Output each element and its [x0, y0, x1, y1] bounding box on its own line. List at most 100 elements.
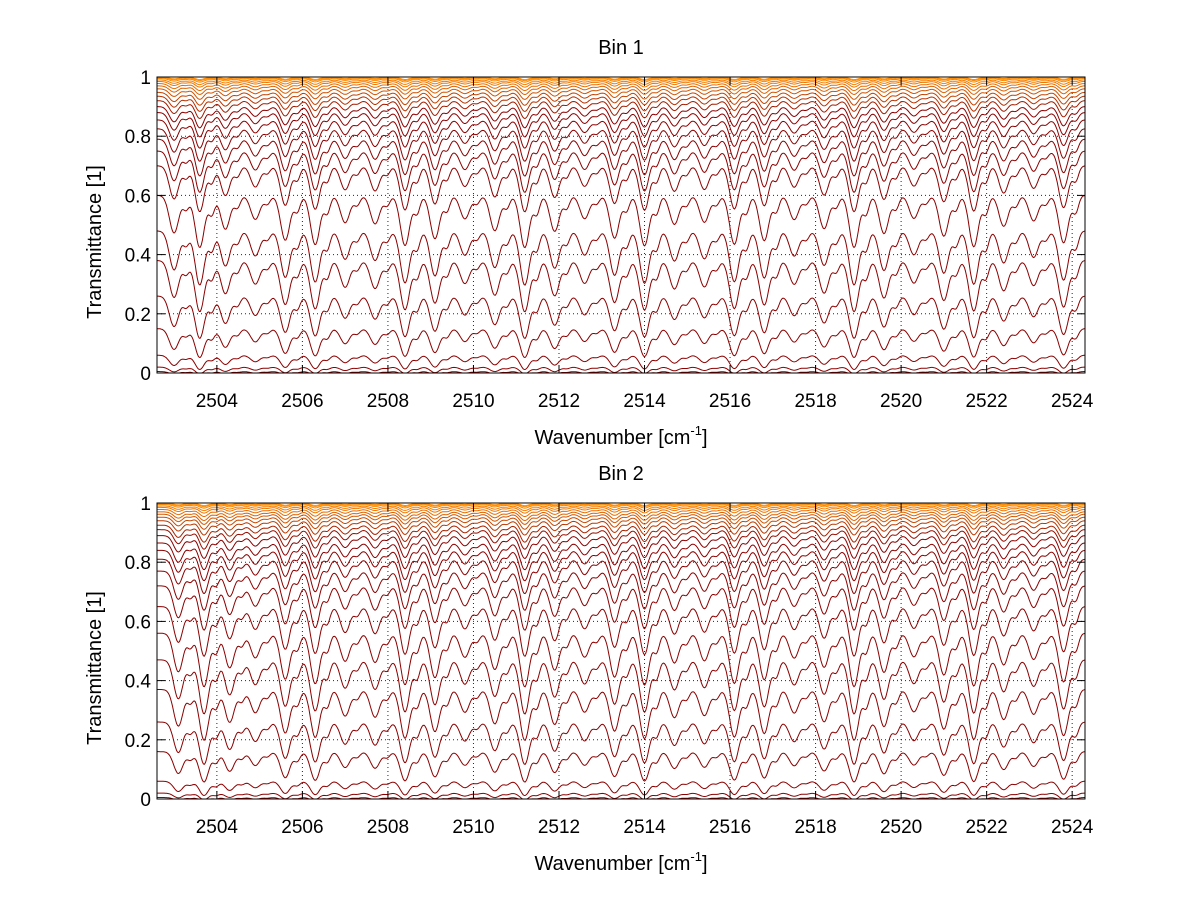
transmittance-curve: [157, 88, 1085, 100]
transmittance-curve: [157, 85, 1085, 96]
transmittance-curve: [157, 100, 1086, 120]
y-axis-label: Transmittance [1]: [84, 591, 106, 745]
x-tick-label: 2506: [281, 817, 323, 838]
series-group: [156, 76, 1086, 374]
transmittance-curve: [157, 260, 1086, 313]
y-axis-label: Transmittance [1]: [84, 165, 106, 319]
chart-title: Bin 2: [598, 463, 644, 485]
transmittance-curve: [156, 80, 1085, 88]
x-tick-label: 2504: [196, 817, 239, 838]
transmittance-curve: [157, 509, 1086, 518]
transmittance-curve: [157, 780, 1085, 797]
y-tick-label: 0.6: [125, 186, 151, 207]
transmittance-curve: [157, 535, 1086, 559]
y-tick-label: 0: [140, 364, 151, 385]
x-tick-label: 2522: [965, 391, 1007, 412]
y-tick-label: 0.2: [125, 731, 151, 752]
transmittance-curve: [156, 119, 1086, 149]
transmittance-curve: [157, 542, 1086, 571]
x-tick-label: 2516: [709, 817, 751, 838]
transmittance-curve: [157, 79, 1085, 86]
transmittance-curve: [156, 150, 1086, 193]
transmittance-curve: [157, 606, 1086, 657]
x-tick-labels: 2504 2506 2508 2510 2512 2514 2516 2518 2520 2522…: [196, 77, 1094, 412]
transmittance-curve: [157, 524, 1086, 543]
y-tick-label: 0.8: [125, 553, 151, 574]
x-tick-label: 2510: [452, 817, 494, 838]
x-tick-label: 2514: [623, 391, 666, 412]
transmittance-curve: [157, 366, 1085, 374]
transmittance-curve: [157, 295, 1086, 340]
transmittance-curve: [157, 516, 1086, 530]
x-tick-label: 2506: [281, 391, 323, 412]
x-tick-label: 2524: [1051, 391, 1094, 412]
transmittance-curve: [157, 792, 1085, 800]
x-tick-label: 2508: [367, 391, 409, 412]
transmittance-curve: [157, 78, 1085, 83]
transmittance-curve: [157, 83, 1086, 92]
y-tick-label: 1: [140, 68, 151, 89]
transmittance-curve: [156, 112, 1086, 138]
x-tick-label: 2520: [880, 391, 922, 412]
transmittance-curve: [157, 505, 1085, 512]
chart-panel-bin-1: Bin 1 2504 2506 2508 2510 2512 2514 2516 2518 25…: [84, 37, 1094, 449]
x-tick-label: 2524: [1051, 817, 1094, 838]
y-tick-labels: 0 0.2 0.4 0.6 0.8 1: [125, 68, 1085, 385]
transmittance-curve: [157, 549, 1086, 582]
x-axis-label: Wavenumber [cm-1]: [534, 423, 707, 449]
y-tick-label: 0.8: [125, 127, 151, 148]
y-tick-label: 1: [140, 494, 151, 515]
y-tick-label: 0.2: [125, 305, 151, 326]
transmittance-curve: [157, 570, 1086, 611]
transmittance-curve: [157, 95, 1085, 112]
x-tick-label: 2512: [538, 391, 580, 412]
x-tick-label: 2518: [794, 817, 836, 838]
y-tick-label: 0.4: [125, 246, 152, 267]
plot-frame: [156, 76, 1086, 374]
transmittance-curve: [157, 513, 1085, 525]
x-tick-label: 2518: [794, 391, 836, 412]
transmittance-curve: [157, 689, 1086, 741]
transmittance-curve: [157, 721, 1086, 766]
x-tick-label: 2512: [538, 817, 580, 838]
x-tick-label: 2504: [196, 391, 239, 412]
transmittance-curve: [157, 520, 1086, 536]
transmittance-curve: [157, 511, 1085, 522]
transmittance-curve: [157, 558, 1086, 595]
transmittance-curve: [157, 138, 1086, 177]
y-tick-label: 0.6: [125, 612, 151, 633]
x-tick-label: 2520: [880, 817, 922, 838]
y-tick-label: 0.4: [125, 672, 152, 693]
chart-title: Bin 1: [598, 37, 644, 59]
transmittance-curve: [157, 506, 1085, 514]
transmittance-curve: [157, 230, 1086, 286]
x-tick-label: 2516: [709, 391, 751, 412]
x-tick-label: 2508: [367, 817, 409, 838]
transmittance-curve: [157, 354, 1085, 371]
transmittance-curve: [156, 165, 1086, 213]
transmittance-curve: [157, 632, 1086, 688]
transmittance-curve: [157, 106, 1086, 129]
transmittance-curve: [157, 585, 1086, 631]
transmittance-curve: [157, 77, 1085, 82]
transmittance-curve: [157, 503, 1085, 508]
transmittance-curve: [157, 195, 1086, 249]
x-axis-label: Wavenumber [cm-1]: [534, 849, 707, 875]
x-tick-label: 2514: [623, 817, 666, 838]
transmittance-curve: [157, 659, 1086, 715]
transmittance-curve: [157, 91, 1086, 106]
chart-panel-bin-2: Bin 2 2504 2506 2508 2510 2512 2514 2516 2518 25…: [84, 463, 1094, 875]
x-tick-labels: 2504 2506 2508 2510 2512 2514 2516 2518 2520 2522…: [196, 503, 1094, 838]
transmittance-curve: [157, 504, 1085, 509]
transmittance-curve: [156, 328, 1086, 359]
transmittance-curve: [157, 529, 1086, 550]
transmittance-curve: [157, 751, 1086, 783]
series-group: [157, 502, 1086, 800]
plot-frame: [156, 502, 1086, 800]
y-tick-label: 0: [140, 790, 151, 811]
x-tick-label: 2522: [965, 817, 1007, 838]
y-tick-labels: 0 0.2 0.4 0.6 0.8 1: [125, 494, 1085, 811]
transmittance-curve: [156, 128, 1086, 162]
x-tick-label: 2510: [452, 391, 494, 412]
